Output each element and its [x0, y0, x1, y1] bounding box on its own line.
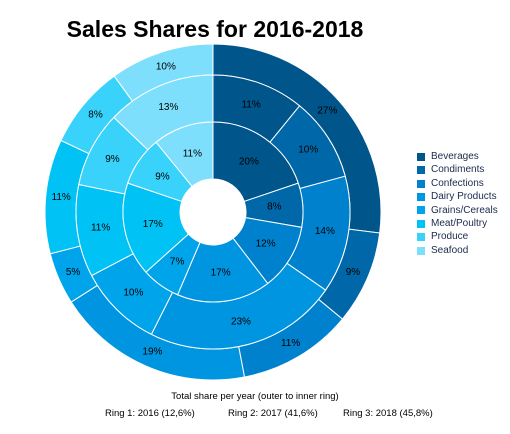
data-label: 27%	[317, 106, 337, 117]
legend-item: Confections	[417, 177, 498, 190]
data-label: 20%	[239, 157, 259, 168]
legend-label: Condiments	[431, 164, 485, 176]
donut-slice-inner-meat-poultry	[122, 182, 190, 273]
legend-swatch	[417, 233, 425, 242]
chart-caption: Total share per year (outer to inner rin…	[171, 391, 339, 402]
data-label: 11%	[241, 100, 260, 111]
data-label: 19%	[142, 346, 162, 357]
data-label: 5%	[66, 267, 81, 278]
legend-item: Seafood	[417, 244, 498, 257]
legend-swatch	[417, 206, 425, 215]
legend-swatch	[417, 152, 425, 161]
ring-description: Ring 1: 2016 (12,6%)	[105, 408, 195, 419]
legend-label: Meat/Poultry	[431, 218, 488, 230]
chart-title: Sales Shares for 2016-2018	[66, 16, 364, 42]
legend-swatch	[417, 179, 425, 188]
legend-label: Seafood	[431, 244, 469, 256]
data-label: 10%	[298, 145, 318, 156]
data-label: 11%	[52, 192, 71, 203]
legend-item: Grains/Cereals	[417, 204, 498, 217]
legend-label: Beverages	[431, 151, 479, 162]
data-label: 11%	[183, 149, 202, 160]
legend-label: Grains/Cereals	[431, 204, 498, 216]
legend-item: Meat/Poultry	[417, 217, 498, 230]
donut-slice-inner-beverages	[212, 121, 299, 203]
legend-label: Confections	[431, 177, 484, 189]
legend-swatch	[417, 166, 425, 175]
legend-item: Beverages	[417, 150, 498, 163]
legend-item: Produce	[417, 230, 498, 243]
data-label: 23%	[231, 317, 251, 328]
data-label: 14%	[315, 226, 335, 237]
legend-swatch	[417, 192, 425, 201]
data-label: 17%	[143, 219, 163, 230]
data-label: 12%	[256, 238, 276, 249]
data-label: 13%	[158, 102, 178, 113]
ring-descriptions: Ring 1: 2016 (12,6%) Ring 2: 2017 (41,6%…	[0, 408, 510, 422]
legend-label: Produce	[431, 231, 469, 243]
data-label: 9%	[105, 154, 120, 165]
data-label: 17%	[211, 268, 231, 279]
legend-item: Condiments	[417, 163, 498, 176]
donut-slice-inner-seafood	[155, 121, 214, 188]
donut-slice-inner-dairy-products	[176, 237, 269, 303]
legend-label: Dairy Products	[431, 191, 497, 203]
data-label: 8%	[267, 202, 282, 213]
data-label: 9%	[346, 267, 361, 278]
legend-item: Dairy Products	[417, 190, 498, 203]
data-label: 9%	[155, 171, 170, 182]
data-label: 11%	[91, 222, 110, 233]
data-label: 10%	[156, 61, 176, 72]
ring-description: Ring 2: 2017 (41,6%)	[228, 408, 318, 419]
legend: Beverages Condiments Confections Dairy Prod…	[417, 150, 498, 257]
data-label: 10%	[123, 287, 143, 298]
legend-swatch	[417, 246, 425, 255]
data-label: 8%	[88, 109, 103, 120]
legend-swatch	[417, 219, 425, 228]
data-label: 11%	[281, 338, 300, 349]
data-label: 7%	[170, 256, 185, 267]
ring-description: Ring 3: 2018 (45,8%)	[343, 408, 433, 419]
